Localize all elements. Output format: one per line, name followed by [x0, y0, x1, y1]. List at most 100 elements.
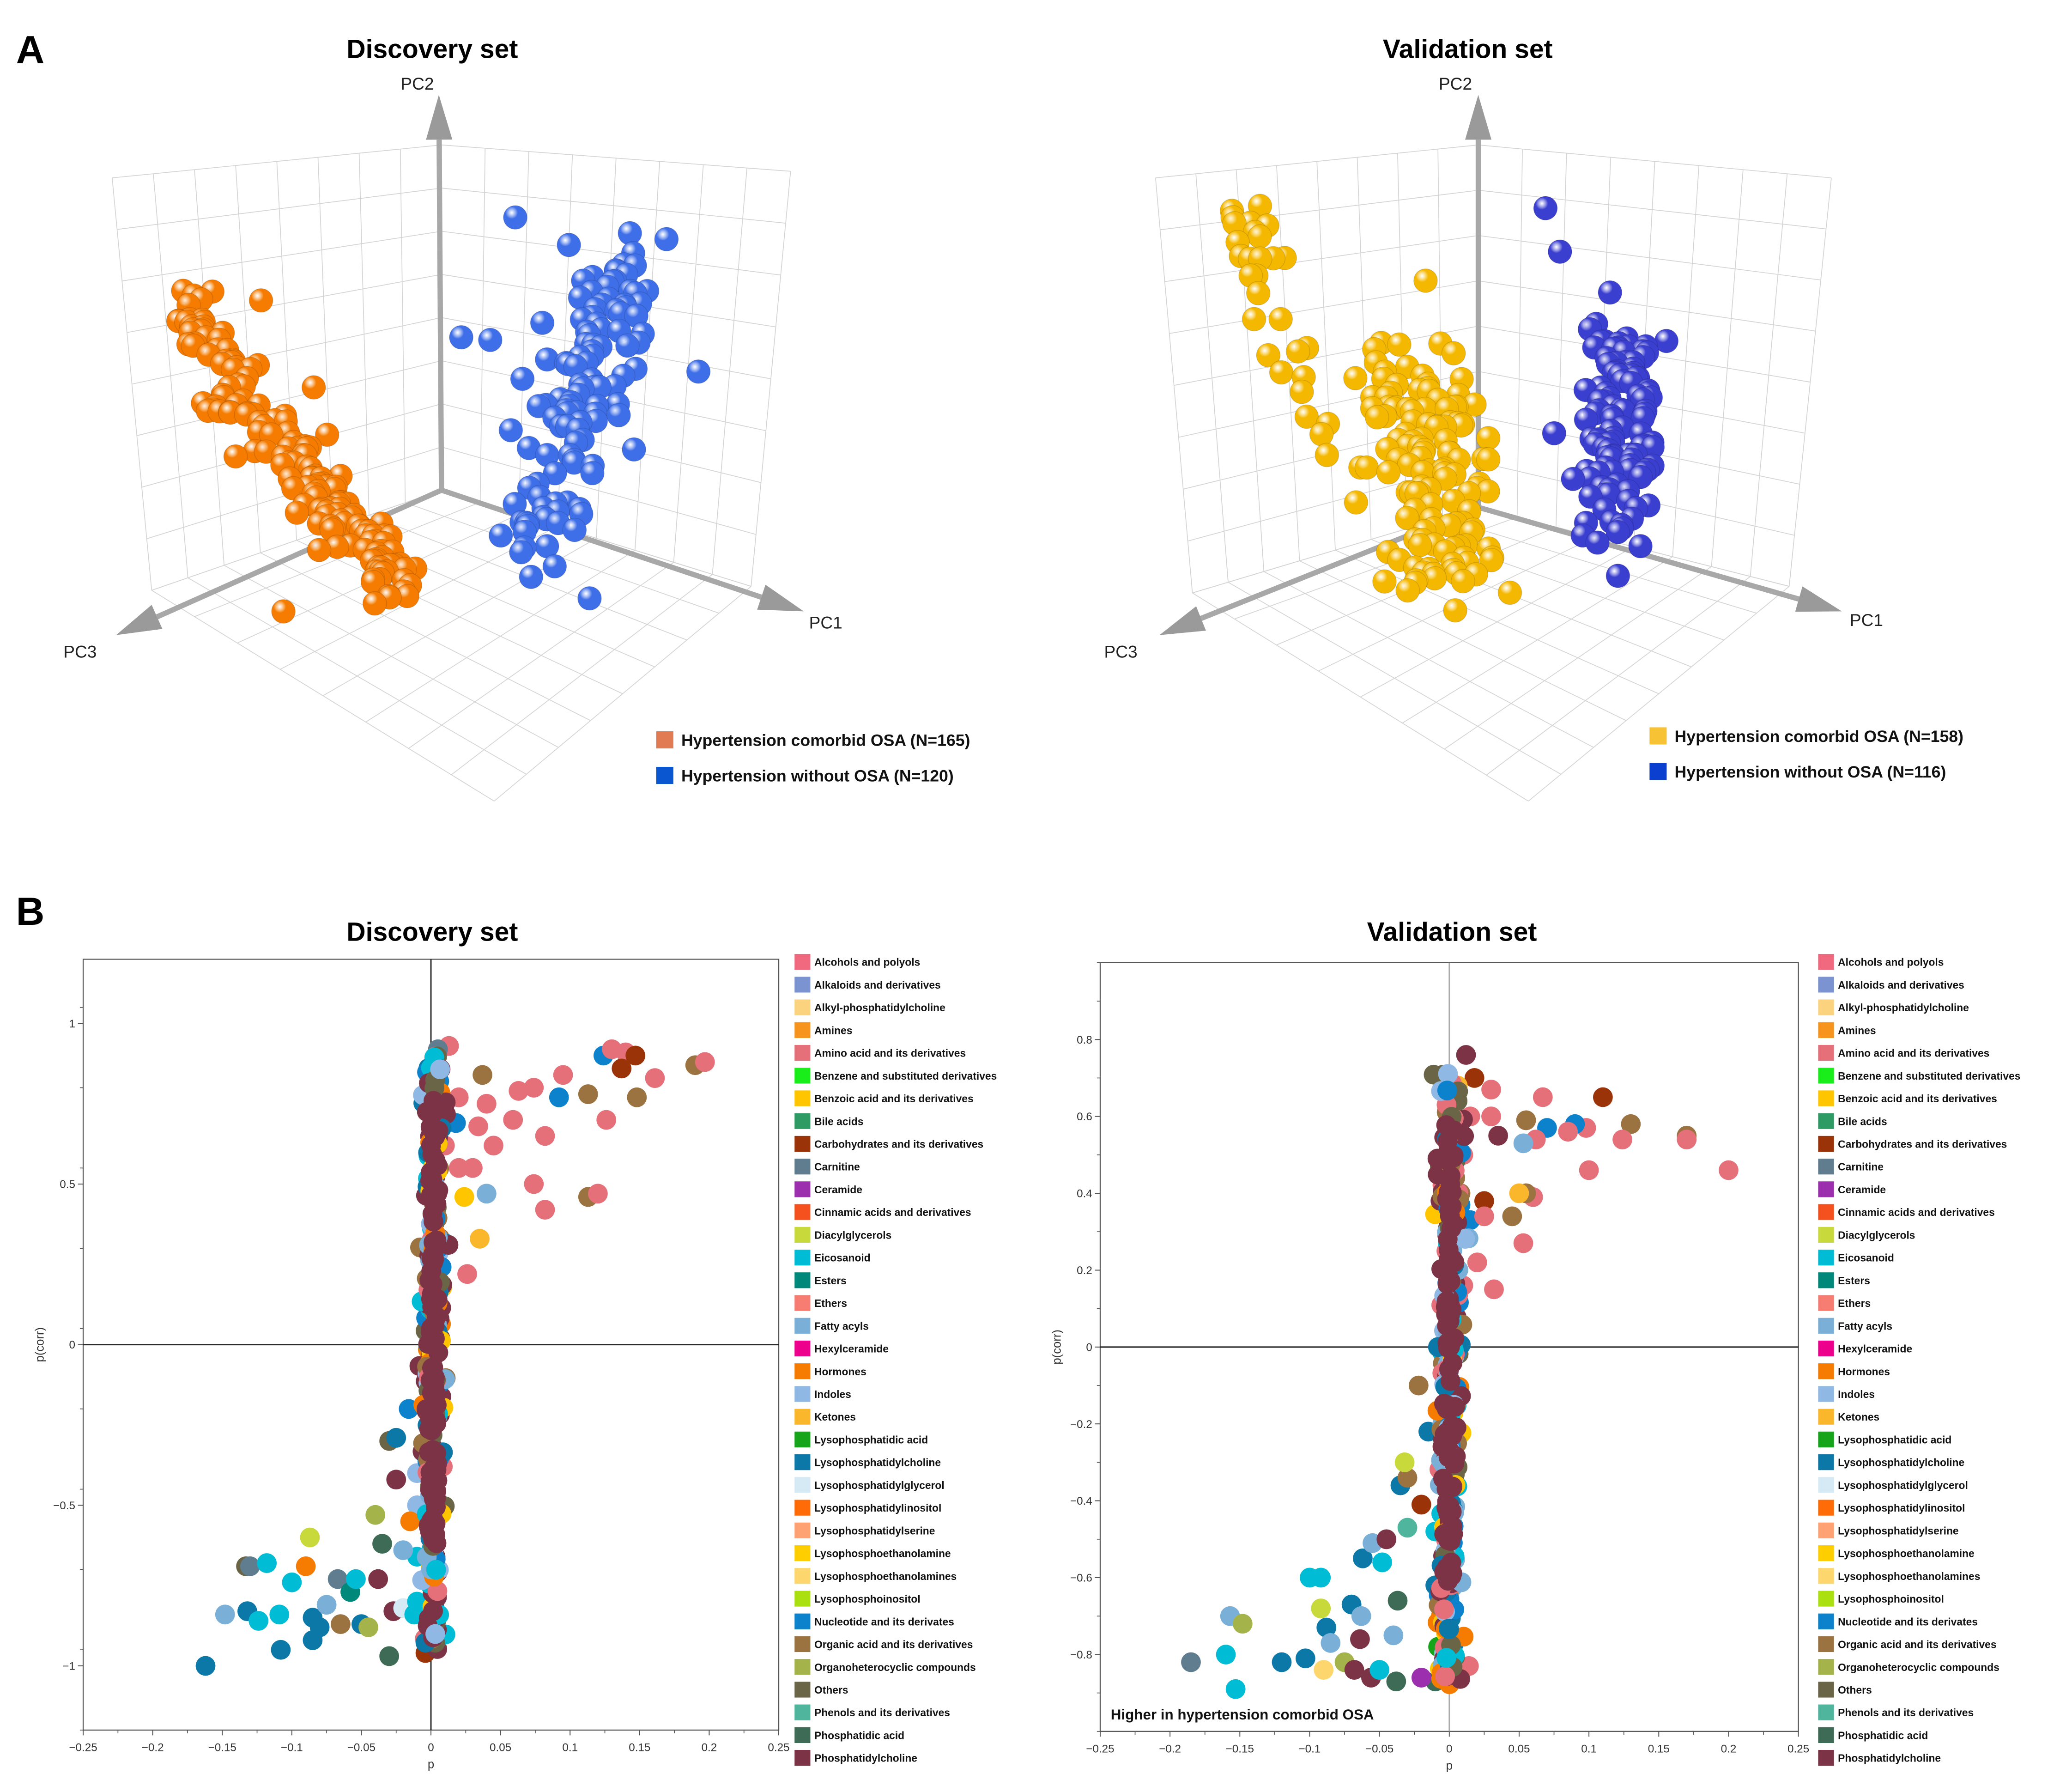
metabolite-point	[1443, 1524, 1463, 1544]
axis-pc1-arrowhead	[757, 584, 804, 612]
legend-swatch	[794, 1454, 811, 1470]
sample-sphere	[301, 375, 326, 400]
metabolite-point	[358, 1617, 378, 1637]
legend-label: Lysophosphatidylserine	[814, 1525, 935, 1537]
grid-line	[224, 565, 559, 748]
sample-sphere	[1268, 307, 1293, 332]
splot-discovery-title: Discovery set	[346, 917, 518, 947]
legend-swatch	[794, 1249, 811, 1266]
metabolite-point	[240, 1556, 260, 1576]
y-tick-label: −0.5	[53, 1500, 75, 1512]
legend-label: Nucleotide and its derivates	[1838, 1616, 1978, 1628]
sample-sphere	[315, 422, 339, 447]
legend-label: Indoles	[814, 1388, 851, 1400]
sample-sphere	[1606, 564, 1630, 588]
legend-item: Hexylceramide	[1818, 1340, 1912, 1357]
grid-line	[1672, 165, 1700, 557]
sample-sphere	[488, 523, 513, 548]
legend-item: Diacylglycerols	[794, 1227, 891, 1243]
legend-label: Lysophosphatidic acid	[1838, 1434, 1951, 1446]
legend-label: Alkaloids and derivatives	[1838, 979, 1964, 991]
metabolite-point	[423, 1601, 443, 1621]
grid-line	[1263, 571, 1594, 748]
x-tick-label: 0.15	[629, 1742, 650, 1754]
metabolite-point	[419, 1419, 439, 1439]
legend-item: Fatty acyls	[1818, 1318, 1892, 1334]
legend-swatch	[794, 1068, 811, 1084]
legend-swatch	[794, 1363, 811, 1379]
legend-item: Ethers	[794, 1295, 847, 1311]
grid-line	[451, 574, 713, 775]
sample-sphere	[1407, 533, 1432, 558]
grid-line	[408, 562, 674, 749]
metabolite-point	[578, 1084, 598, 1104]
legend-swatch-osa	[656, 731, 673, 749]
x-tick-label: 0.15	[1648, 1743, 1670, 1755]
metabolite-point	[1216, 1645, 1236, 1664]
legend-swatch	[1818, 977, 1834, 993]
legend-swatch	[794, 1568, 811, 1584]
sample-sphere	[519, 565, 544, 589]
sample-sphere	[1628, 534, 1653, 559]
legend-label: Lysophosphoinositol	[1838, 1593, 1944, 1605]
metabolite-point	[421, 1248, 442, 1269]
metabolite-point	[1369, 1660, 1390, 1680]
metabolite-point	[1593, 1087, 1613, 1107]
metabolite-point	[1372, 1552, 1393, 1573]
sample-sphere	[1242, 307, 1266, 332]
x-tick-label: 0.05	[490, 1742, 511, 1754]
legend-item: Organoheterocyclic compounds	[1818, 1659, 1999, 1675]
metabolite-point	[1383, 1625, 1404, 1646]
metabolite-point	[300, 1527, 320, 1548]
legend-label: Lysophosphoethanolamine	[1838, 1548, 1975, 1560]
axis-pc3-arrowhead	[116, 605, 163, 635]
legend-swatch-no-osa	[1649, 763, 1667, 780]
legend-swatch	[1818, 1750, 1834, 1766]
metabolite-point	[448, 1158, 469, 1178]
metabolite-point	[424, 1211, 443, 1232]
x-tick-label: 0	[1446, 1743, 1452, 1755]
x-tick-label: 0.1	[1581, 1743, 1597, 1755]
metabolite-point	[296, 1556, 316, 1576]
grid-line	[712, 168, 748, 575]
legend-swatch	[1818, 1500, 1834, 1516]
legend-label: Alkyl-phosphatidylcholine	[1838, 1002, 1969, 1014]
grid-line	[151, 490, 442, 591]
grid-line	[1478, 144, 1832, 178]
legend-label: Indoles	[1838, 1388, 1875, 1400]
metabolite-point	[588, 1184, 608, 1204]
legend-item: Benzoic acid and its derivatives	[1818, 1090, 1997, 1106]
grid-line	[1195, 174, 1229, 583]
metabolite-point	[424, 1098, 444, 1118]
legend-label: Ethers	[814, 1297, 847, 1309]
x-tick-label: −0.05	[347, 1742, 376, 1754]
metabolite-point	[509, 1081, 529, 1101]
grid-line	[494, 586, 751, 802]
y-tick-label: −0.8	[1070, 1649, 1092, 1661]
grid-line	[117, 188, 442, 230]
sample-sphere	[562, 517, 587, 542]
metabolite-point	[1295, 1648, 1315, 1669]
legend-label: Organic acid and its derivatives	[1838, 1639, 1996, 1651]
metabolite-point	[1441, 1166, 1461, 1186]
legend-swatch	[794, 1636, 811, 1652]
legend-label: Amino acid and its derivatives	[1838, 1047, 1989, 1059]
metabolite-point	[1321, 1633, 1341, 1653]
legend-label: Esters	[814, 1275, 847, 1287]
metabolite-point	[1513, 1233, 1533, 1253]
legend-item: Amines	[794, 1022, 852, 1038]
pca-validation-legend: Hypertension comorbid OSA (N=158) Hypert…	[1649, 727, 1963, 781]
grid-line	[122, 231, 442, 282]
axes-3d	[116, 95, 804, 635]
metabolite-point	[1441, 1271, 1461, 1291]
sample-sphere	[271, 599, 296, 624]
legend-item: Indoles	[1818, 1386, 1875, 1402]
metabolite-point	[1481, 1080, 1501, 1099]
legend-swatch	[794, 1545, 811, 1561]
x-tick-label: −0.1	[1299, 1743, 1321, 1755]
metabolite-point	[330, 1614, 351, 1634]
metabolite-point	[368, 1569, 388, 1589]
metabolite-point	[425, 1328, 445, 1349]
legend-item: Alcohols and polyols	[1818, 954, 1944, 970]
metabolite-point	[426, 1560, 446, 1580]
